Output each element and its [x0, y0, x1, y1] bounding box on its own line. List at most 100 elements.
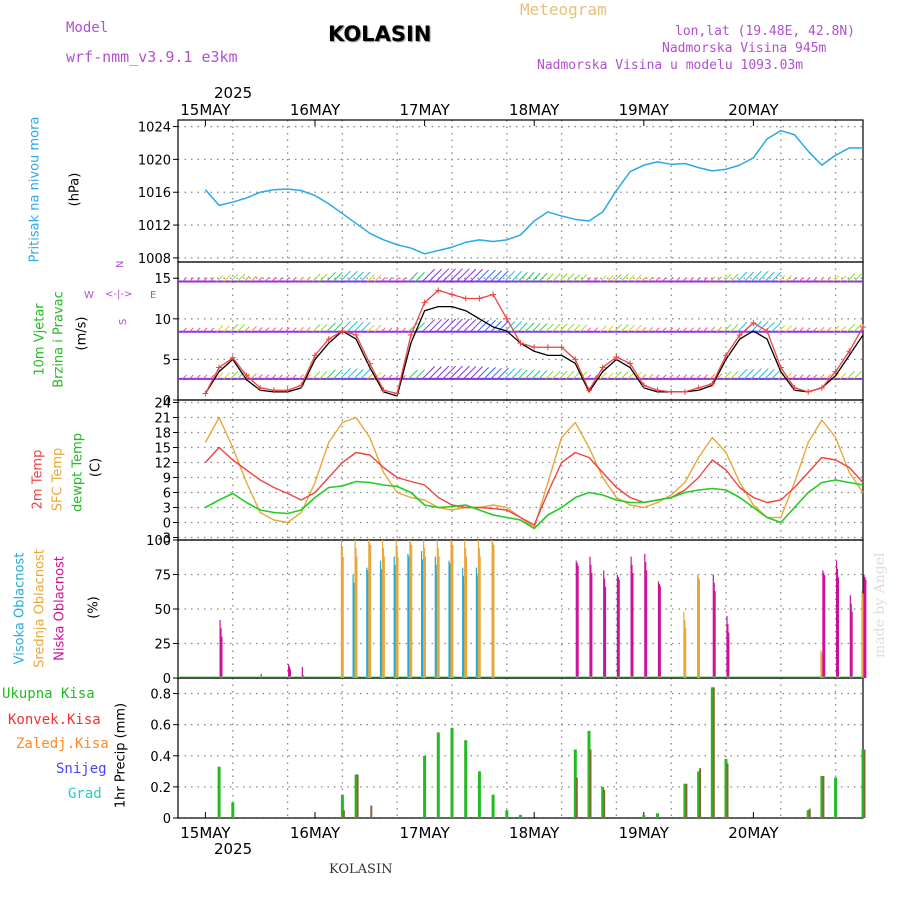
wind-barb	[223, 274, 231, 282]
wind-barb	[408, 369, 419, 380]
wind-barb	[326, 369, 336, 380]
wind-barb	[216, 325, 224, 333]
wind-barb	[675, 277, 681, 282]
wind-barb	[394, 374, 399, 380]
y-tick-label: 3	[163, 502, 171, 517]
wind-gust-marker	[476, 295, 483, 302]
precip-total-bar	[436, 732, 440, 818]
precip-conv-bar	[575, 777, 578, 818]
wind-barb	[750, 368, 762, 380]
wind-gust-marker	[805, 388, 812, 395]
wind-barb	[182, 374, 187, 380]
y-tick-label: 1008	[138, 252, 171, 267]
precip-total-bar	[354, 774, 358, 818]
wind-barb	[572, 274, 581, 282]
wind-gust-marker	[490, 291, 497, 298]
wind-barb	[524, 272, 535, 282]
precip-total-bar	[587, 730, 591, 818]
wind-gust-marker	[613, 353, 620, 360]
wind-gust-marker	[449, 291, 455, 298]
wind-barb	[620, 371, 629, 380]
wind-barb	[689, 277, 694, 282]
wind-barb	[463, 268, 477, 282]
wind-barb	[483, 319, 496, 333]
precip-conv-bar	[808, 808, 811, 818]
wind-gust-marker	[257, 384, 264, 391]
wind-barb	[702, 276, 708, 282]
precip-total-bar	[806, 810, 810, 818]
wind-barb	[819, 374, 825, 380]
wind-gust-marker	[668, 388, 675, 395]
wind-barb	[785, 372, 792, 380]
wind-barb	[716, 326, 723, 333]
wind-barb	[216, 372, 224, 380]
precip-total-bar	[231, 802, 235, 818]
wind-gust-marker	[407, 332, 414, 339]
wind-barb	[387, 327, 393, 333]
wind-gust-marker	[723, 352, 729, 359]
wind-gust-marker	[339, 328, 346, 334]
precip-total-bar	[573, 749, 577, 818]
wind-barb	[312, 273, 321, 282]
precip-conv-bar	[822, 776, 825, 818]
wind-barb	[812, 327, 818, 333]
wind-gust-marker	[860, 323, 866, 330]
compass-arrow: <-|->	[105, 289, 132, 300]
y-tick-label: 0.8	[150, 688, 171, 703]
wind-barb	[511, 270, 523, 282]
sfc-temp-line	[204, 416, 864, 529]
precip-conv-bar	[603, 790, 606, 818]
y-tick-label: 0.4	[150, 750, 171, 765]
precip-total-bar	[834, 777, 838, 818]
wind-barb	[449, 268, 463, 282]
wind-barb	[346, 270, 358, 282]
wind-barb	[641, 374, 647, 380]
panel-frame	[177, 119, 864, 263]
wind-barb	[545, 273, 554, 282]
wind-barb	[415, 369, 425, 380]
wind-barb	[689, 374, 694, 380]
wind-barb	[593, 277, 599, 282]
wind-barb	[374, 274, 382, 282]
model-label: Model	[66, 20, 109, 36]
wind-barb	[524, 322, 535, 333]
year-bottom: 2025	[214, 840, 253, 858]
wind-barb	[230, 324, 239, 333]
wind-barb	[442, 365, 457, 380]
wind-barb	[538, 370, 548, 380]
model-elevation: Nadmorska Visina u modelu 1093.03m	[537, 58, 804, 73]
wind-barb	[606, 372, 614, 380]
wind-barb	[819, 326, 825, 333]
precip-conv-bar	[370, 805, 373, 818]
wind-barb	[216, 274, 224, 282]
wind-barb	[579, 324, 588, 333]
wind-barb	[271, 327, 277, 333]
wind-barb	[771, 271, 782, 282]
wind-barb	[264, 276, 270, 282]
wind-barb	[702, 374, 708, 380]
wind-barb	[230, 371, 239, 380]
precip-hail-label: Grad	[68, 786, 102, 802]
wind-gust-marker	[572, 356, 579, 363]
wind-barb	[771, 369, 782, 380]
wind-barb	[442, 268, 457, 282]
wind-barb	[627, 324, 635, 333]
wind-barb	[202, 327, 208, 333]
precip-total-bar	[505, 810, 509, 818]
wind-gust-marker	[216, 364, 223, 371]
y-tick-label: 9	[163, 472, 171, 487]
wind-barb	[202, 374, 208, 380]
wind-barb	[531, 323, 541, 333]
wind-barb	[552, 273, 561, 282]
wind-barb	[463, 319, 477, 333]
wind-gust-marker	[681, 388, 688, 395]
day-label-top: 15MAY	[180, 101, 231, 119]
wind-barb	[600, 274, 607, 282]
wind-barb	[387, 374, 393, 380]
wind-barb	[456, 365, 470, 380]
wind-gust-marker	[709, 380, 716, 387]
wind-barb	[586, 374, 592, 380]
wind-barb	[654, 277, 660, 282]
day-label-top: 17MAY	[399, 101, 450, 119]
wind-barb	[319, 371, 328, 380]
